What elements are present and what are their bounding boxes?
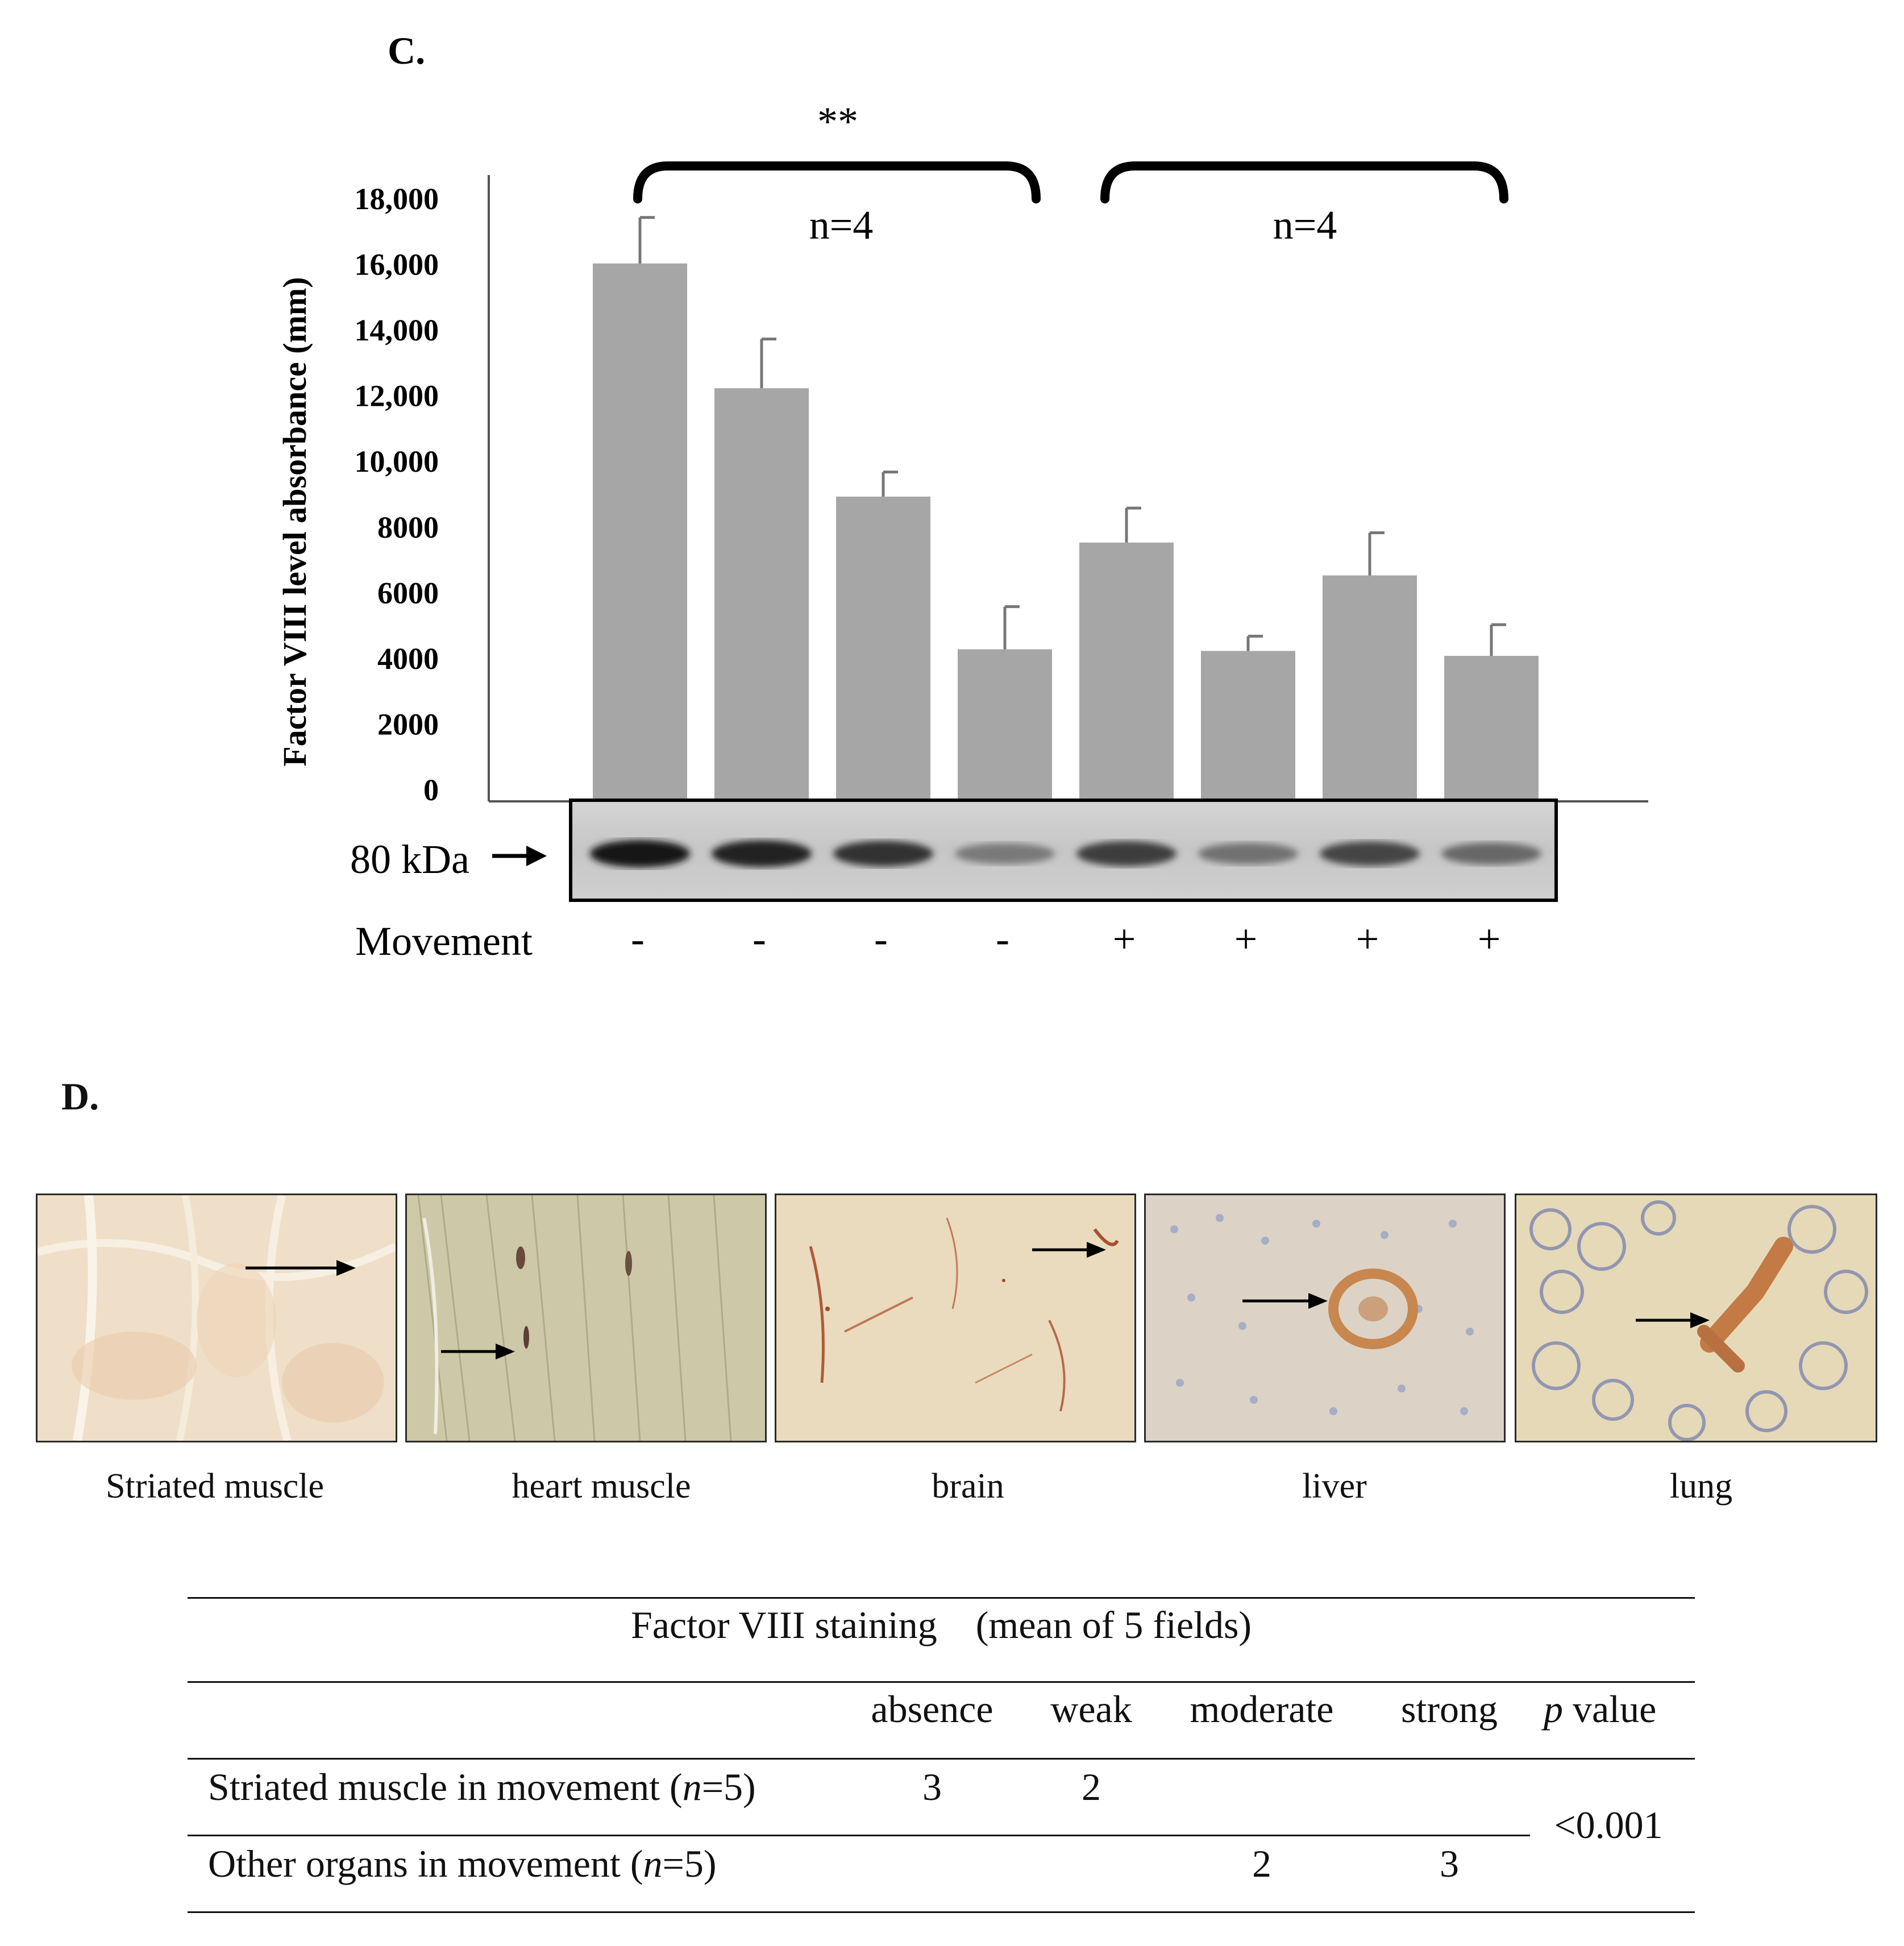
header-moderate: moderate (1190, 1687, 1334, 1731)
blot-marker-label: 80 kDa (350, 837, 469, 882)
movement-sign: - (874, 916, 888, 962)
movement-sign: + (1113, 916, 1136, 962)
y-axis-label: Factor VIII level absorbance (mm) (276, 277, 313, 766)
row-label-striated-muscle: Striated muscle in movement (n=5) (208, 1765, 756, 1808)
movement-sign: + (1478, 916, 1501, 962)
micrograph-lung (1515, 1194, 1877, 1442)
significance-marker: ** (817, 99, 858, 144)
bar (593, 263, 687, 801)
micrograph-liver (1144, 1194, 1506, 1442)
movement-sign: + (1356, 916, 1379, 962)
group-bracket-left (633, 161, 1041, 203)
micrograph-striated-muscle (36, 1194, 397, 1442)
micrograph-label-brain: brain (932, 1467, 1004, 1506)
blot-band (1076, 841, 1177, 866)
y-tick-label: 0 (423, 773, 439, 807)
table-row-rule (188, 1835, 1530, 1836)
bar (836, 496, 930, 801)
table-top-rule (188, 1597, 1695, 1599)
y-tick-label: 4000 (377, 642, 439, 676)
micrograph-label-heart-muscle: heart muscle (512, 1467, 691, 1506)
p-value-cell: <0.001 (1554, 1803, 1663, 1847)
bar (1201, 651, 1295, 801)
movement-sign: - (631, 916, 645, 962)
micrograph-label-striated-muscle: Striated muscle (106, 1467, 324, 1506)
blot-band (955, 843, 1055, 864)
error-bar (1490, 623, 1506, 656)
blot-band (590, 840, 690, 867)
movement-sign: - (753, 916, 766, 962)
error-bar (760, 337, 776, 389)
panel-c-label: C. (388, 29, 425, 72)
micrograph-label-liver: liver (1302, 1467, 1367, 1506)
error-bar (1125, 506, 1141, 543)
y-tick-label: 10,000 (355, 444, 439, 479)
header-absence: absence (871, 1687, 993, 1731)
movement-sign: + (1234, 916, 1258, 962)
bar (1444, 656, 1539, 801)
bar (1079, 542, 1174, 801)
factor-viii-bar-chart: C. ** n=4 n=4 Factor VIII level absorban… (276, 29, 1648, 964)
micrograph-heart-muscle (405, 1194, 767, 1442)
bar (714, 388, 809, 801)
y-tick-label: 2000 (377, 707, 439, 741)
cell-striated-absence: 3 (922, 1765, 942, 1808)
table-title: Factor VIII staining (mean of 5 fields) (630, 1603, 1252, 1646)
header-p-value: p value (1544, 1687, 1657, 1731)
blot-band (1198, 843, 1298, 864)
cell-striated-weak: 2 (1082, 1765, 1101, 1808)
y-tick-label: 14,000 (355, 313, 439, 347)
blot-band (1441, 842, 1541, 865)
header-weak: weak (1050, 1687, 1132, 1731)
cell-other-moderate: 2 (1252, 1842, 1271, 1885)
error-bar (638, 216, 655, 264)
header-strong: strong (1401, 1687, 1498, 1731)
group-n-label-right: n=4 (1273, 202, 1337, 248)
table-column-rule (188, 1758, 1695, 1760)
blot-band (833, 841, 933, 867)
error-bar (882, 470, 898, 497)
movement-label: Movement (355, 918, 533, 964)
y-tick-label: 12,000 (355, 379, 439, 413)
bar (1323, 575, 1417, 801)
blot-band (712, 840, 812, 867)
micrograph-label-lung: lung (1669, 1467, 1733, 1506)
table-header-rule (188, 1681, 1695, 1683)
error-bar (1003, 605, 1020, 650)
micrograph-brain (775, 1194, 1136, 1442)
error-bar (1368, 531, 1385, 576)
y-tick-label: 18,000 (355, 182, 439, 216)
y-tick-label: 16,000 (355, 248, 439, 282)
error-bar (1246, 634, 1263, 651)
group-n-label-left: n=4 (809, 202, 874, 248)
cell-other-strong: 3 (1440, 1842, 1459, 1885)
movement-sign: - (996, 916, 1009, 962)
blot-band (1320, 841, 1420, 866)
row-label-other-organs: Other organs in movement (n=5) (208, 1842, 717, 1885)
y-tick-label: 8000 (377, 510, 439, 544)
y-tick-label: 6000 (377, 576, 439, 610)
blot-marker-arrow (492, 846, 547, 866)
table-bottom-rule (188, 1911, 1695, 1913)
bar (958, 649, 1052, 801)
panel-d-label: D. (61, 1075, 99, 1118)
group-bracket-right (1100, 161, 1508, 203)
